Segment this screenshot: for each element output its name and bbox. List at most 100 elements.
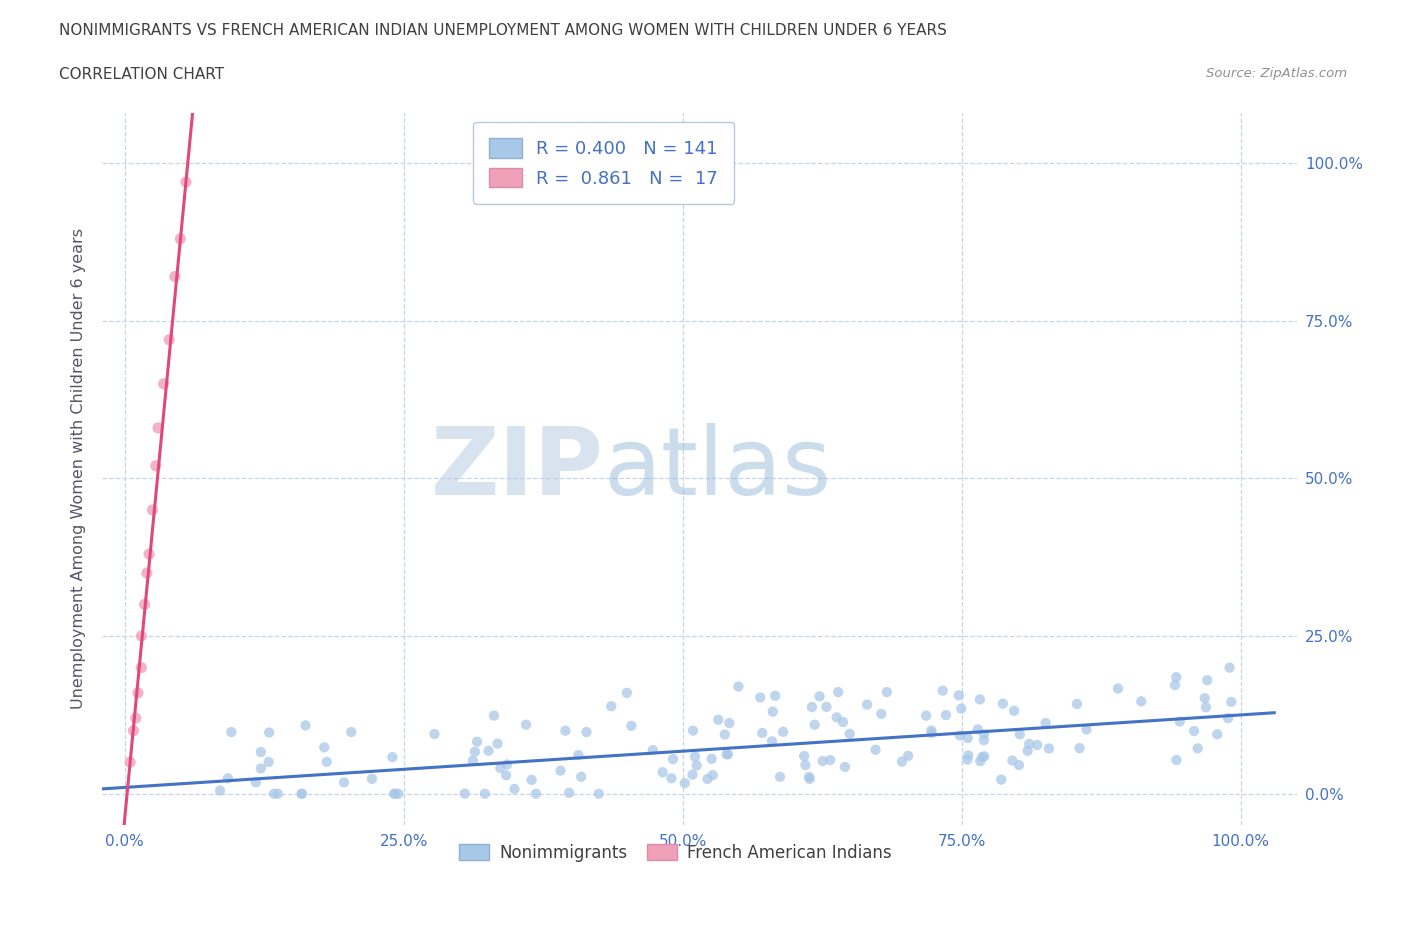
Point	[1219, 660, 1241, 675]
Point	[856, 698, 879, 712]
Point	[1008, 727, 1031, 742]
Point	[616, 685, 638, 700]
Point	[135, 565, 157, 580]
Point	[145, 458, 167, 473]
Point	[387, 786, 409, 801]
Point	[554, 724, 576, 738]
Text: CORRELATION CHART: CORRELATION CHART	[59, 67, 224, 82]
Point	[1002, 703, 1025, 718]
Point	[762, 704, 785, 719]
Text: Source: ZipAtlas.com: Source: ZipAtlas.com	[1206, 67, 1347, 80]
Point	[935, 708, 957, 723]
Point	[811, 753, 834, 768]
Point	[294, 718, 316, 733]
Point	[870, 707, 893, 722]
Point	[157, 332, 180, 347]
Point	[717, 747, 740, 762]
Point	[169, 232, 191, 246]
Point	[700, 751, 723, 766]
Point	[956, 752, 979, 767]
Point	[381, 750, 404, 764]
Point	[1008, 758, 1031, 773]
Point	[291, 786, 314, 801]
Point	[834, 760, 856, 775]
Point	[832, 714, 855, 729]
Point	[515, 717, 537, 732]
Point	[683, 750, 706, 764]
Point	[966, 722, 988, 737]
Point	[972, 750, 994, 764]
Point	[384, 786, 406, 801]
Point	[1066, 697, 1088, 711]
Point	[818, 752, 841, 767]
Point	[489, 761, 512, 776]
Point	[503, 781, 526, 796]
Point	[772, 724, 794, 739]
Point	[208, 783, 231, 798]
Point	[454, 786, 477, 801]
Point	[1197, 672, 1219, 687]
Point	[315, 754, 337, 769]
Point	[134, 597, 156, 612]
Point	[1206, 726, 1229, 741]
Point	[138, 547, 160, 562]
Point	[969, 753, 991, 768]
Point	[713, 727, 735, 742]
Point	[486, 736, 509, 751]
Point	[838, 726, 860, 741]
Point	[1195, 699, 1218, 714]
Point	[1018, 737, 1040, 751]
Point	[793, 749, 815, 764]
Point	[686, 758, 709, 773]
Point	[716, 747, 738, 762]
Point	[696, 772, 718, 787]
Point	[1035, 716, 1057, 731]
Point	[1017, 743, 1039, 758]
Point	[465, 735, 488, 750]
Point	[876, 684, 898, 699]
Point	[250, 761, 273, 776]
Point	[550, 764, 572, 778]
Point	[991, 697, 1014, 711]
Point	[163, 269, 186, 284]
Point	[897, 749, 920, 764]
Y-axis label: Unemployment Among Women with Children Under 6 years: Unemployment Among Women with Children U…	[72, 229, 86, 710]
Point	[682, 724, 704, 738]
Point	[1001, 753, 1024, 768]
Point	[125, 711, 148, 725]
Point	[575, 724, 598, 739]
Point	[950, 701, 973, 716]
Point	[291, 786, 314, 801]
Point	[382, 786, 405, 801]
Point	[496, 757, 519, 772]
Point	[600, 698, 623, 713]
Point	[915, 709, 938, 724]
Point	[361, 772, 384, 787]
Point	[799, 772, 821, 787]
Point	[1107, 681, 1129, 696]
Point	[558, 785, 581, 800]
Point	[217, 771, 239, 786]
Point	[1076, 722, 1098, 737]
Point	[827, 684, 849, 699]
Point	[921, 725, 943, 740]
Point	[803, 717, 825, 732]
Point	[702, 767, 724, 782]
Point	[1194, 691, 1216, 706]
Point	[588, 786, 610, 801]
Point	[682, 767, 704, 782]
Point	[973, 726, 995, 741]
Text: ZIP: ZIP	[432, 423, 603, 515]
Point	[973, 733, 995, 748]
Point	[749, 690, 772, 705]
Point	[1182, 724, 1205, 738]
Point	[122, 724, 145, 738]
Point	[990, 772, 1012, 787]
Point	[569, 769, 592, 784]
Point	[761, 734, 783, 749]
Point	[127, 685, 149, 700]
Point	[340, 724, 363, 739]
Point	[825, 710, 848, 724]
Point	[474, 786, 496, 801]
Point	[727, 679, 749, 694]
